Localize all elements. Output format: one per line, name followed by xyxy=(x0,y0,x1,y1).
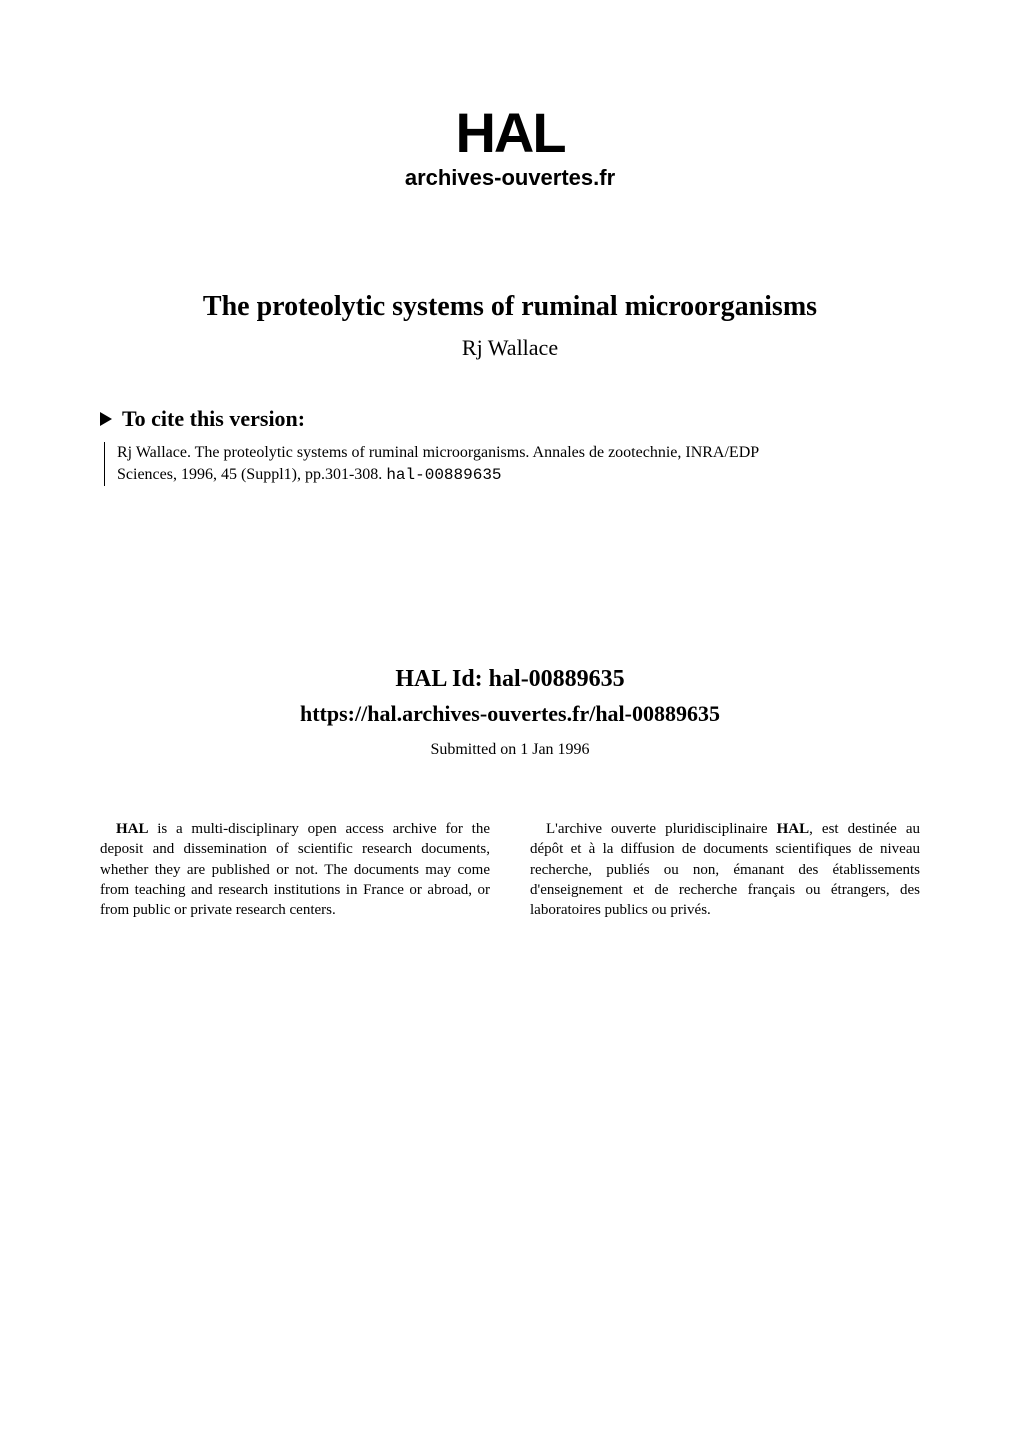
hal-logo-text: HAL xyxy=(100,100,920,165)
paper-title: The proteolytic systems of ruminal micro… xyxy=(100,291,920,323)
cite-section: To cite this version: Rj Wallace. The pr… xyxy=(100,406,920,486)
triangle-right-icon xyxy=(100,412,112,426)
right-column: L'archive ouverte pluridisciplinaire HAL… xyxy=(530,819,920,920)
hal-url: https://hal.archives-ouvertes.fr/hal-008… xyxy=(100,701,920,727)
paper-author: Rj Wallace xyxy=(100,335,920,361)
citation-hal-ref: hal-00889635 xyxy=(386,466,501,484)
hal-logo-subtitle: archives-ouvertes.fr xyxy=(100,165,920,191)
right-prefix: L'archive ouverte pluridisciplinaire xyxy=(546,821,777,837)
left-bold-word: HAL xyxy=(116,821,149,837)
hal-id-section: HAL Id: hal-00889635 https://hal.archive… xyxy=(100,666,920,759)
submitted-date: Submitted on 1 Jan 1996 xyxy=(100,741,920,759)
left-column: HAL is a multi-disciplinary open access … xyxy=(100,819,490,920)
hal-id-label: HAL Id: hal-00889635 xyxy=(100,666,920,693)
hal-logo-block: HAL archives-ouvertes.fr xyxy=(100,100,920,191)
right-bold-word: HAL xyxy=(777,821,810,837)
title-section: The proteolytic systems of ruminal micro… xyxy=(100,291,920,361)
citation-line-1: Rj Wallace. The proteolytic systems of r… xyxy=(117,444,759,461)
citation-block: Rj Wallace. The proteolytic systems of r… xyxy=(104,442,920,486)
cite-header-row: To cite this version: xyxy=(100,406,920,432)
cite-heading: To cite this version: xyxy=(122,406,305,432)
left-column-text: is a multi-disciplinary open access arch… xyxy=(100,821,490,918)
citation-line-2-prefix: Sciences, 1996, 45 (Suppl1), pp.301-308. xyxy=(117,466,386,483)
hal-cover-page: HAL archives-ouvertes.fr The proteolytic… xyxy=(0,0,1020,980)
description-columns: HAL is a multi-disciplinary open access … xyxy=(100,819,920,920)
